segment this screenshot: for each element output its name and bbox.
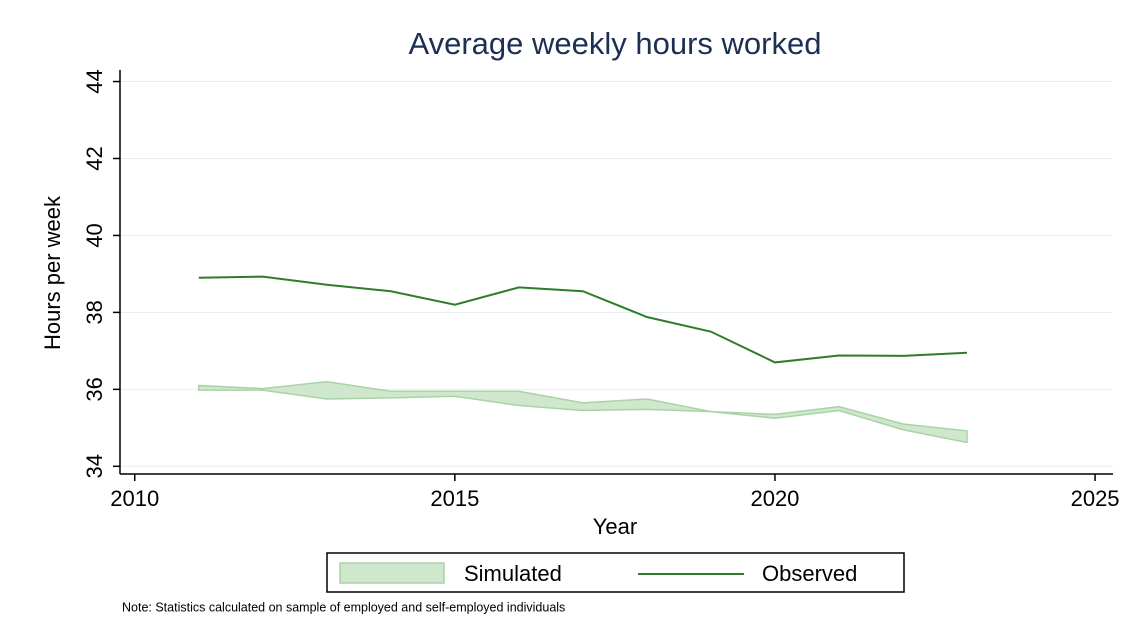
legend-box [326, 552, 905, 593]
y-tick-label: 40 [82, 223, 107, 247]
legend-swatch [339, 562, 445, 584]
y-axis-title: Hours per week [40, 195, 65, 350]
y-tick-label: 42 [82, 146, 107, 170]
band [197, 380, 968, 444]
legend-label: Simulated [464, 561, 562, 586]
y-tick-label: 38 [82, 300, 107, 324]
y-tick-label: 34 [82, 454, 107, 478]
note: Note: Statistics calculated on sample of… [122, 600, 565, 614]
x-tick-label: 2020 [750, 486, 799, 511]
x-tick-label: 2015 [430, 486, 479, 511]
line [198, 275, 968, 364]
x-axis-title: Year [593, 514, 637, 539]
y-tick-label: 44 [82, 69, 107, 93]
legend-label: Observed [762, 561, 857, 586]
x-tick-label: 2025 [1071, 486, 1120, 511]
chart-title: Average weekly hours worked [409, 26, 822, 61]
x-tick-label: 2010 [110, 486, 159, 511]
y-tick-label: 36 [82, 377, 107, 401]
